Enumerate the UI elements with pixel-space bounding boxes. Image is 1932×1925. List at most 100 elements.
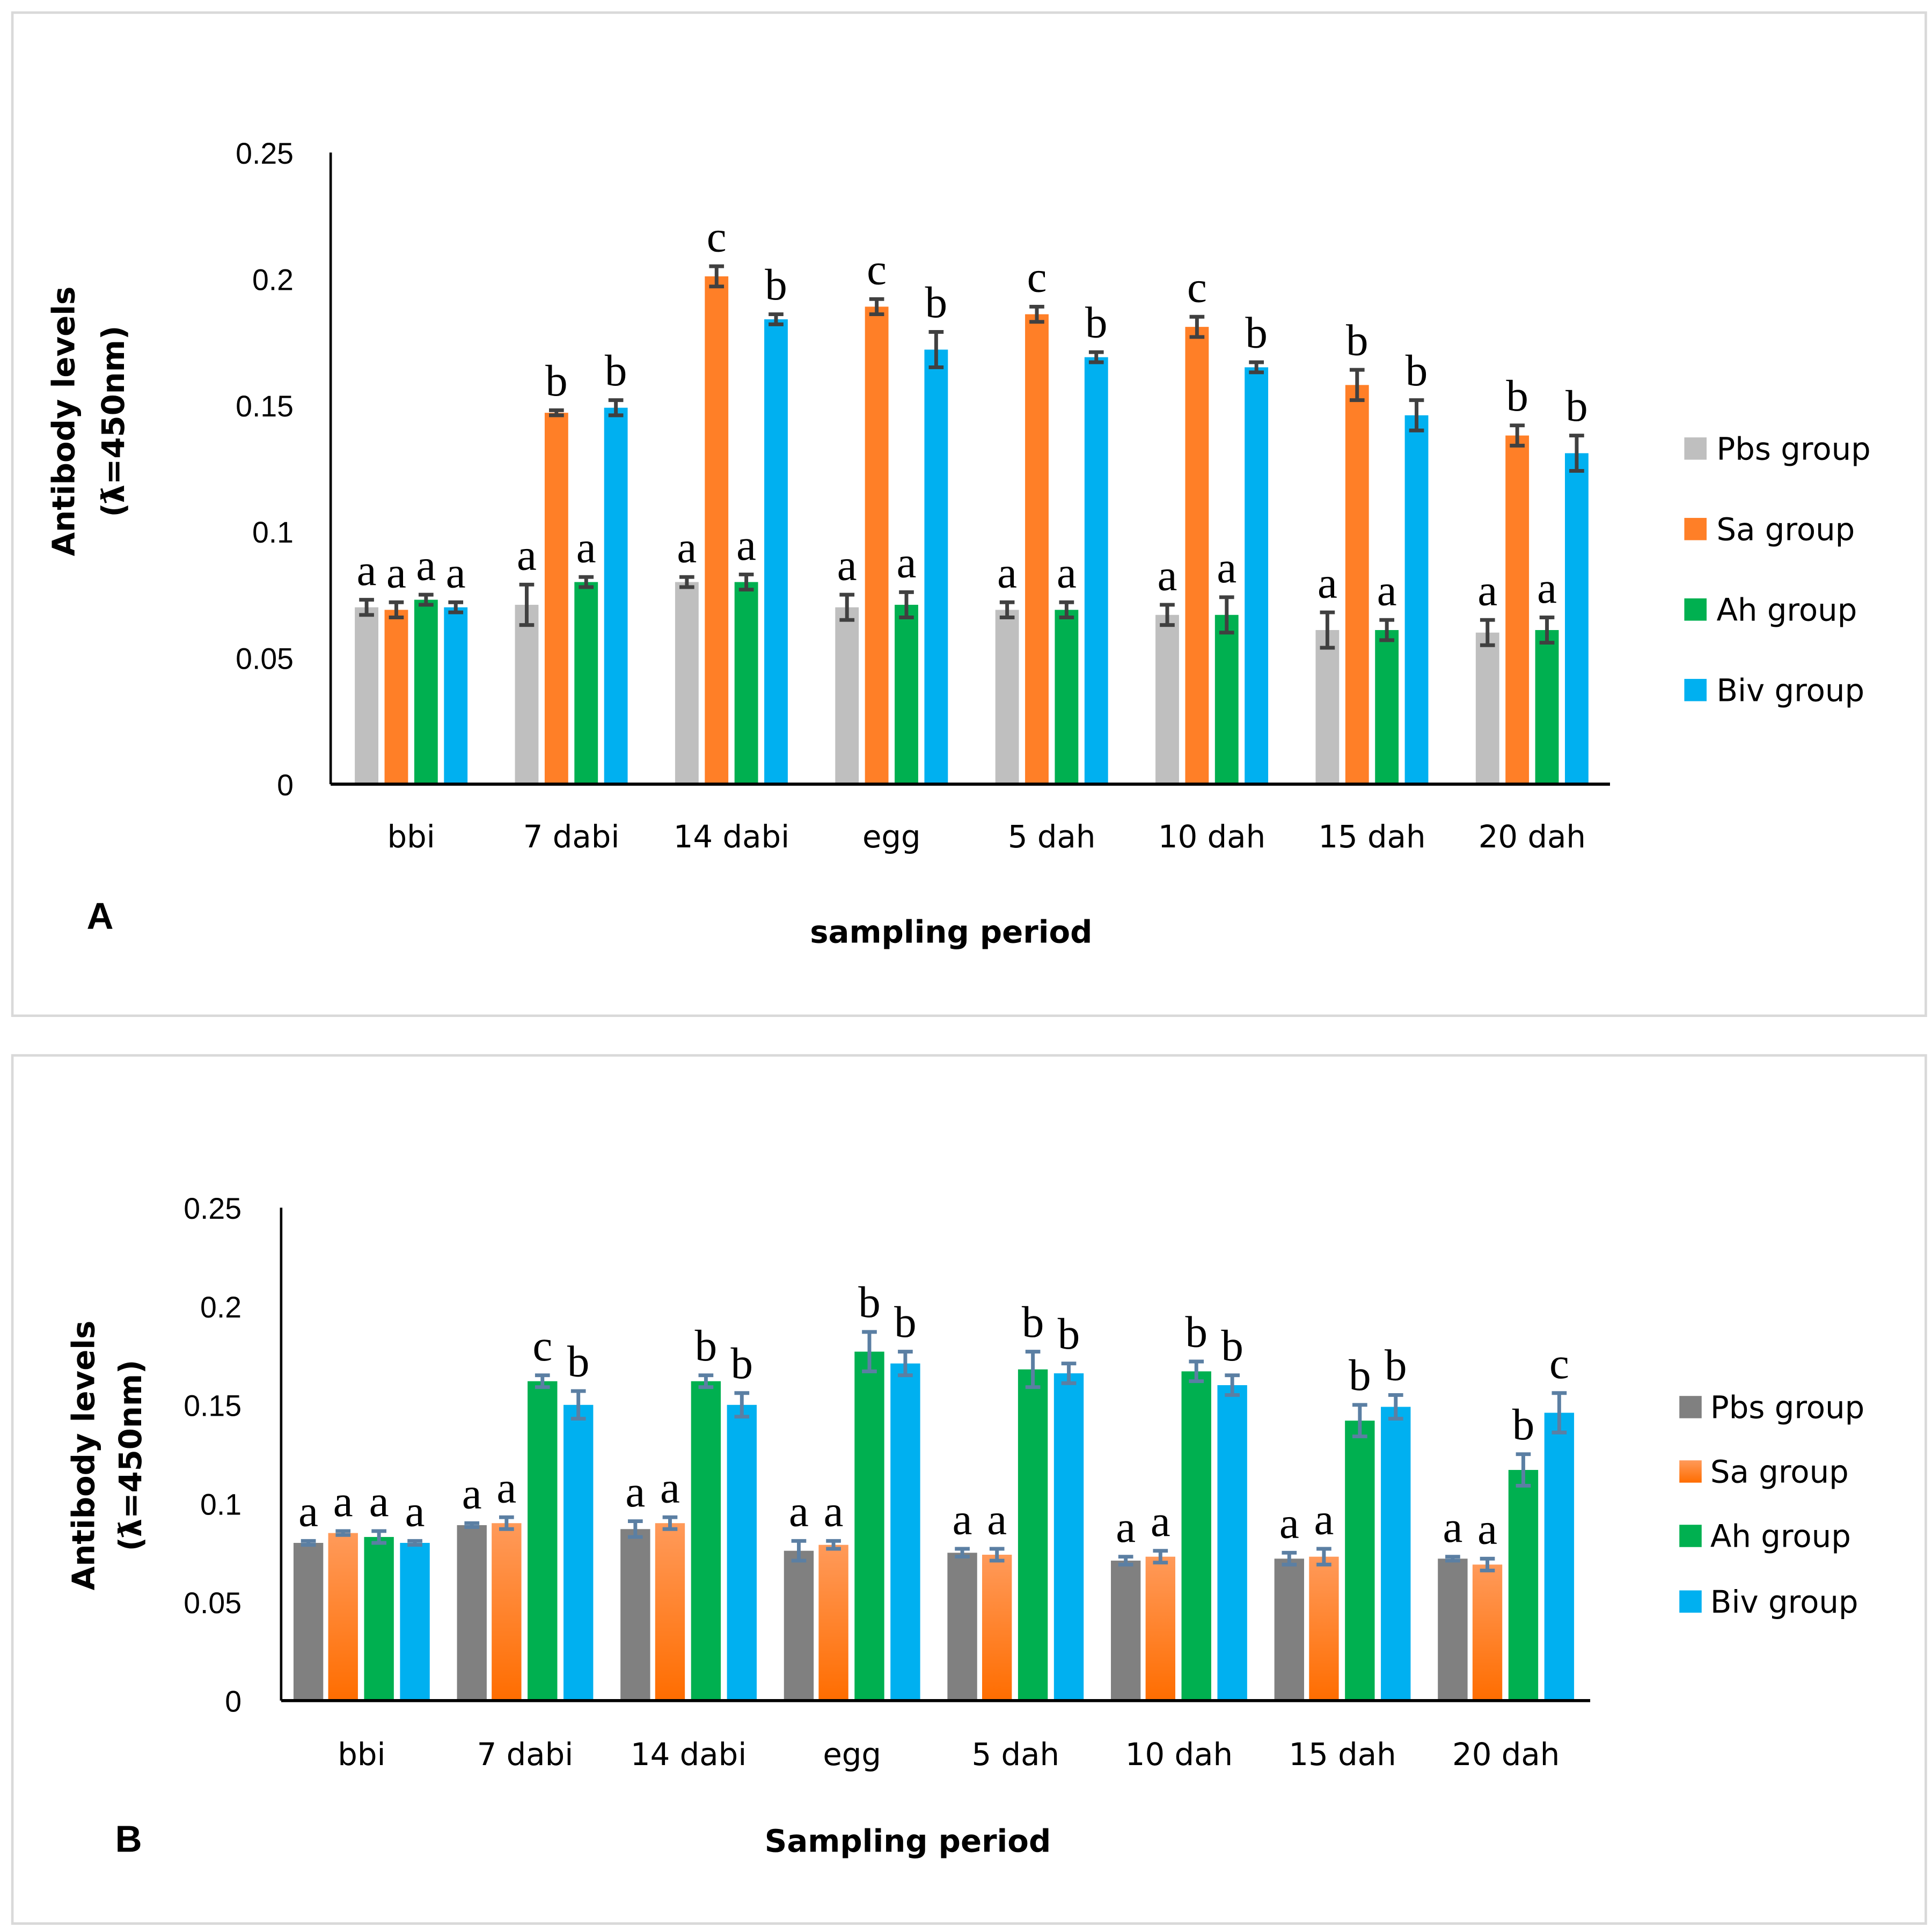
panel-label: A bbox=[87, 895, 114, 937]
error-bar bbox=[955, 1547, 970, 1559]
significance-letter: a bbox=[1314, 1494, 1334, 1543]
x-tick-label: 14 dabi bbox=[674, 818, 789, 855]
error-bar bbox=[628, 1519, 643, 1539]
bar-ah-group bbox=[734, 582, 758, 785]
significance-letter: b bbox=[1185, 1307, 1208, 1356]
bar-pbs-group bbox=[355, 607, 378, 785]
x-tick-label: 5 dah bbox=[1008, 818, 1096, 855]
x-tick-label: 10 dah bbox=[1158, 818, 1265, 855]
bar-biv-group bbox=[1404, 415, 1429, 785]
bar-pbs-group bbox=[1111, 1561, 1141, 1701]
bar-biv-group bbox=[1565, 453, 1589, 785]
significance-letter: a bbox=[369, 1476, 389, 1526]
error-bar bbox=[448, 600, 464, 614]
error-bar bbox=[999, 600, 1015, 619]
bar-ah-group bbox=[1535, 630, 1559, 785]
error-bar bbox=[1189, 314, 1205, 339]
significance-letter: b bbox=[545, 356, 568, 405]
error-bar bbox=[898, 1350, 913, 1378]
legend-swatch bbox=[1684, 679, 1707, 701]
significance-letter: b bbox=[894, 1297, 917, 1346]
bar-pbs-group bbox=[835, 607, 859, 785]
error-bar bbox=[407, 1539, 422, 1547]
error-bar bbox=[839, 592, 855, 622]
significance-letter: c bbox=[532, 1321, 552, 1370]
error-bar bbox=[1189, 1359, 1204, 1384]
significance-letter: a bbox=[1477, 566, 1497, 615]
y-tick-label: 0.05 bbox=[184, 1586, 241, 1620]
error-bar bbox=[535, 1373, 550, 1389]
significance-letter: c bbox=[1027, 252, 1047, 302]
error-bar bbox=[1388, 1393, 1403, 1421]
y-tick-label: 0 bbox=[277, 768, 294, 802]
significance-letter: a bbox=[1443, 1502, 1462, 1551]
significance-letter: a bbox=[1318, 558, 1337, 607]
bar-sa-group bbox=[705, 276, 729, 785]
significance-letter: a bbox=[1217, 543, 1236, 592]
significance-letter: c bbox=[867, 245, 887, 294]
significance-letter: a bbox=[897, 538, 917, 587]
legend-label: Ah group bbox=[1716, 592, 1857, 628]
error-bar bbox=[1480, 1556, 1495, 1572]
error-bar bbox=[1349, 368, 1365, 402]
significance-letter: a bbox=[576, 522, 596, 572]
error-bar bbox=[1153, 1549, 1168, 1565]
legend-swatch bbox=[1679, 1525, 1702, 1547]
y-tick-label: 0.1 bbox=[252, 516, 294, 549]
significance-letter: b bbox=[1565, 381, 1588, 430]
bar-sa-group bbox=[818, 1545, 848, 1701]
error-bar bbox=[1510, 423, 1525, 448]
error-bar bbox=[791, 1539, 807, 1563]
bar-sa-group bbox=[384, 610, 408, 785]
bar-pbs-group bbox=[947, 1553, 977, 1701]
significance-letter: a bbox=[997, 548, 1017, 597]
significance-letter: b bbox=[1512, 1400, 1535, 1449]
error-bar bbox=[1219, 595, 1234, 635]
bar-sa-group bbox=[982, 1555, 1012, 1701]
significance-letter: a bbox=[1377, 566, 1397, 615]
error-bar bbox=[1379, 618, 1395, 642]
error-bar bbox=[1029, 304, 1044, 324]
significance-letter: b bbox=[1058, 1309, 1080, 1358]
significance-letter: b bbox=[1245, 308, 1268, 357]
significance-letter: b bbox=[765, 260, 787, 309]
significance-letter: b bbox=[731, 1338, 753, 1388]
significance-letter: a bbox=[987, 1494, 1007, 1543]
significance-letter: b bbox=[858, 1277, 881, 1327]
x-tick-label: 20 dah bbox=[1479, 818, 1586, 855]
significance-letter: a bbox=[625, 1467, 645, 1516]
y-axis-label: Antibody levels bbox=[65, 1321, 101, 1591]
bar-pbs-group bbox=[1274, 1558, 1304, 1701]
bar-pbs-group bbox=[995, 610, 1019, 785]
significance-letter: a bbox=[386, 548, 406, 597]
bar-pbs-group bbox=[620, 1529, 650, 1701]
bar-biv-group bbox=[1544, 1412, 1575, 1701]
panel-label: B bbox=[115, 1818, 142, 1860]
significance-letter: a bbox=[333, 1476, 353, 1526]
significance-letter: a bbox=[736, 520, 756, 569]
x-axis-label: sampling period bbox=[810, 914, 1092, 950]
bar-biv-group bbox=[604, 407, 628, 785]
legend-label: Ah group bbox=[1710, 1518, 1851, 1555]
bar-ah-group bbox=[1508, 1470, 1539, 1701]
bar-pbs-group bbox=[1315, 630, 1340, 785]
bar-biv-group bbox=[727, 1404, 757, 1701]
error-bar bbox=[1160, 603, 1175, 627]
x-tick-label: 15 dah bbox=[1289, 1736, 1396, 1773]
error-bar bbox=[570, 1389, 586, 1421]
bar-ah-group bbox=[895, 604, 918, 785]
significance-letter: a bbox=[357, 545, 377, 595]
significance-letter: a bbox=[1158, 550, 1177, 599]
error-bar bbox=[869, 297, 884, 317]
error-bar bbox=[662, 1515, 678, 1531]
x-axis-label: Sampling period bbox=[765, 1822, 1051, 1859]
error-bar bbox=[679, 575, 694, 589]
x-tick-label: bbi bbox=[387, 818, 435, 855]
bar-ah-group bbox=[691, 1381, 721, 1701]
significance-letter: a bbox=[677, 522, 697, 572]
bar-ah-group bbox=[414, 599, 438, 785]
error-bar bbox=[734, 1391, 750, 1419]
legend-swatch bbox=[1684, 598, 1707, 621]
x-tick-label: egg bbox=[823, 1736, 881, 1773]
